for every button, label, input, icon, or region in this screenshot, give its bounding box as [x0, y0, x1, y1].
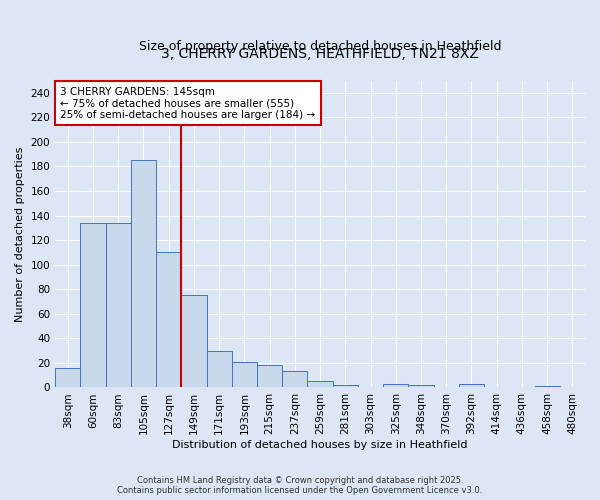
Bar: [232, 362, 257, 388]
Text: 3 CHERRY GARDENS: 145sqm
← 75% of detached houses are smaller (555)
25% of semi-: 3 CHERRY GARDENS: 145sqm ← 75% of detach…: [61, 86, 316, 120]
Bar: [307, 382, 332, 388]
Bar: [156, 252, 181, 388]
Bar: [257, 366, 282, 388]
Bar: [80, 223, 106, 388]
Title: Size of property relative to detached houses in Heathfield: Size of property relative to detached ho…: [139, 40, 502, 53]
Bar: [181, 296, 206, 388]
Bar: [106, 223, 131, 388]
Text: Contains HM Land Registry data © Crown copyright and database right 2025.
Contai: Contains HM Land Registry data © Crown c…: [118, 476, 482, 495]
Bar: [332, 385, 358, 388]
Y-axis label: Number of detached properties: Number of detached properties: [15, 146, 25, 322]
Bar: [131, 160, 156, 388]
Bar: [282, 372, 307, 388]
Bar: [206, 350, 232, 388]
Bar: [409, 385, 434, 388]
Bar: [535, 386, 560, 388]
Text: 3, CHERRY GARDENS, HEATHFIELD, TN21 8XZ: 3, CHERRY GARDENS, HEATHFIELD, TN21 8XZ: [161, 46, 479, 60]
X-axis label: Distribution of detached houses by size in Heathfield: Distribution of detached houses by size …: [172, 440, 468, 450]
Bar: [383, 384, 409, 388]
Bar: [55, 368, 80, 388]
Bar: [459, 384, 484, 388]
